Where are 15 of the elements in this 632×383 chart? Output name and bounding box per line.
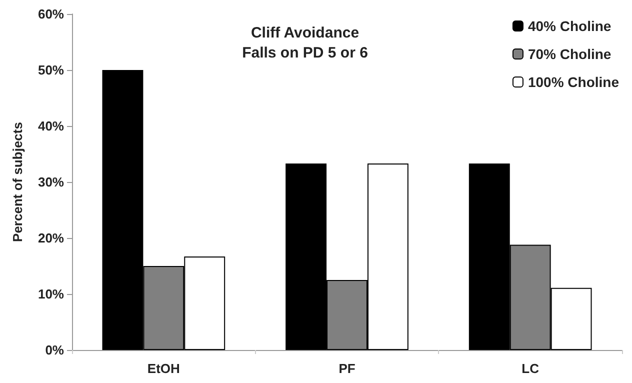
x-tick-label: LC bbox=[522, 361, 540, 376]
y-tick-label: 40% bbox=[38, 118, 64, 134]
text: Cliff Avoidance Falls on PD 5 or 6 bbox=[242, 24, 368, 62]
y-tick-label: 50% bbox=[38, 62, 64, 78]
y-tick-label: 0% bbox=[45, 342, 64, 358]
x-tick-label: PF bbox=[338, 361, 356, 376]
legend-label: 70% Choline bbox=[528, 46, 612, 62]
y-tick-label: 10% bbox=[38, 286, 64, 302]
y-tick-label: 60% bbox=[38, 6, 64, 22]
y-axis-title: Percent of subjects bbox=[10, 122, 25, 242]
legend-label: 100% Choline bbox=[528, 74, 620, 90]
y-tick-label: 30% bbox=[38, 174, 64, 190]
y-tick-label: 20% bbox=[38, 230, 64, 246]
legend-label: 40% Choline bbox=[528, 18, 612, 34]
x-tick-label: EtOH bbox=[147, 361, 180, 376]
